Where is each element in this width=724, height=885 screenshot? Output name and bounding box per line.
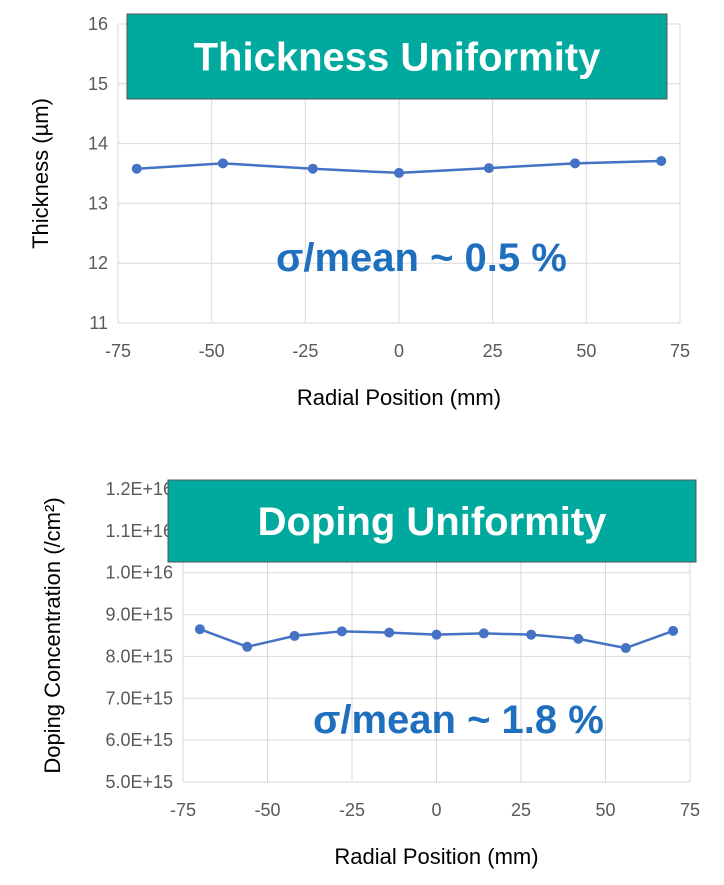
data-point <box>307 163 318 174</box>
data-point <box>570 158 581 169</box>
y-tick-label: 14 <box>88 134 108 154</box>
data-point <box>384 627 395 638</box>
y-tick-label: 15 <box>88 74 108 94</box>
x-tick-label: -75 <box>170 800 196 820</box>
x-tick-label: 0 <box>431 800 441 820</box>
x-tick-label: -50 <box>254 800 280 820</box>
x-tick-label: -25 <box>339 800 365 820</box>
data-point <box>394 167 404 178</box>
y-tick-label: 7.0E+15 <box>105 688 173 708</box>
y-tick-label: 16 <box>88 14 108 34</box>
doping-chart-panel: 5.0E+15 6.0E+15 7.0E+15 8.0E+15 9.0E+15 1.0E+… <box>0 470 724 885</box>
thickness-chart: 11 12 13 14 15 16 -75 -50 -25 0 25 50 75 Radial Posit… <box>28 13 690 410</box>
x-tick-label: 25 <box>511 800 531 820</box>
y-tick-label: 6.0E+15 <box>105 730 173 750</box>
title-banner <box>167 479 697 563</box>
x-tick-label: -75 <box>105 341 131 361</box>
y-tick-label: 1.1E+16 <box>105 521 173 541</box>
data-point <box>242 641 253 652</box>
y-axis-label: Thickness (µm) <box>28 98 53 249</box>
y-axis-label: Doping Concentration (/cm²) <box>40 497 65 773</box>
data-point <box>526 629 537 640</box>
y-tick-label: 1.0E+16 <box>105 563 173 583</box>
x-axis-label: Radial Position (mm) <box>297 385 501 410</box>
x-tick-label: 75 <box>670 341 690 361</box>
data-point <box>289 630 300 641</box>
x-tick-label: 0 <box>394 341 404 361</box>
data-point <box>656 155 667 166</box>
chart-title: Thickness Uniformity <box>194 36 602 80</box>
data-point <box>131 163 142 174</box>
x-tick-label: 50 <box>595 800 615 820</box>
x-tick-label: -25 <box>292 341 318 361</box>
x-tick-label: 75 <box>680 800 700 820</box>
data-point <box>668 625 679 636</box>
data-point <box>483 163 494 174</box>
x-axis-label: Radial Position (mm) <box>334 844 538 869</box>
sigma-annotation: σ/mean ~ 0.5 % <box>276 236 567 280</box>
y-tick-label: 9.0E+15 <box>105 605 173 625</box>
y-tick-label: 11 <box>89 313 108 333</box>
doping-chart: 5.0E+15 6.0E+15 7.0E+15 8.0E+15 9.0E+15 1.0E+… <box>40 479 700 869</box>
data-point <box>478 628 489 639</box>
y-tick-label: 1.2E+16 <box>105 479 173 499</box>
data-point <box>336 626 347 637</box>
data-point <box>194 624 205 635</box>
data-point <box>620 643 631 654</box>
y-tick-label: 8.0E+15 <box>105 646 173 666</box>
x-tick-label: 25 <box>483 341 503 361</box>
title-banner <box>126 13 668 100</box>
data-point <box>217 158 228 169</box>
data-point <box>573 633 584 644</box>
sigma-annotation: σ/mean ~ 1.8 % <box>313 698 604 742</box>
data-point <box>431 629 442 640</box>
y-tick-label: 13 <box>88 193 108 213</box>
y-tick-label: 12 <box>88 253 108 273</box>
x-tick-label: 50 <box>576 341 596 361</box>
y-tick-label: 5.0E+15 <box>105 772 173 792</box>
x-tick-label: -50 <box>199 341 225 361</box>
chart-title: Doping Uniformity <box>258 500 608 544</box>
thickness-chart-panel: 11 12 13 14 15 16 -75 -50 -25 0 25 50 75 Radial Posit… <box>0 0 724 430</box>
